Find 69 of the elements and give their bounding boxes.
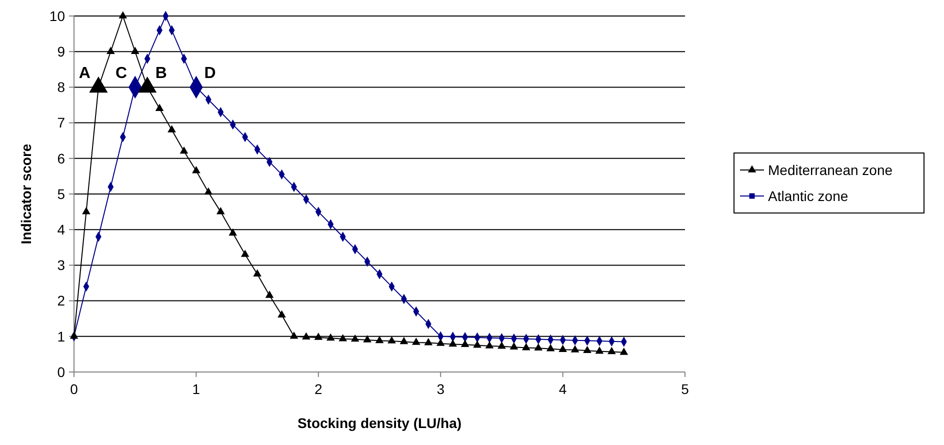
x-tick-label: 3: [436, 381, 445, 397]
point: [228, 228, 238, 236]
legend-label: Atlantic zone: [768, 188, 848, 204]
point: [253, 269, 262, 277]
point: [363, 335, 372, 342]
x-tick-label: 1: [192, 381, 200, 397]
point: [583, 346, 592, 354]
point: [375, 336, 384, 344]
point: [82, 206, 90, 214]
x-tick-label: 4: [558, 381, 567, 397]
y-tick-label: 7: [57, 114, 66, 131]
x-tick-label: 2: [314, 381, 322, 397]
y-tick-label: 1: [57, 328, 66, 344]
point: [460, 340, 470, 347]
point: [522, 342, 530, 350]
point: [180, 146, 188, 154]
point: [510, 342, 518, 350]
point: [412, 338, 420, 345]
point: [326, 333, 335, 341]
point: [168, 125, 176, 132]
point: [448, 339, 457, 347]
y-tick-label: 8: [57, 79, 66, 96]
legend-label: Mediterranean zone: [768, 162, 893, 178]
y-tick-label: 10: [49, 8, 66, 24]
point: [388, 336, 396, 344]
point: [485, 341, 494, 348]
y-tick-label: 4: [57, 222, 66, 238]
point: [204, 187, 213, 195]
y-tick-label: 9: [57, 44, 66, 60]
annotation: D: [204, 65, 216, 82]
x-tick-label: 5: [681, 381, 690, 397]
point: [216, 206, 225, 214]
annotation: C: [116, 65, 128, 82]
point: [278, 310, 286, 318]
point: [424, 338, 433, 346]
annotation: B: [155, 65, 167, 82]
point: [620, 348, 628, 355]
y-tick-label: 2: [57, 292, 66, 309]
point: [546, 344, 555, 352]
point: [130, 46, 140, 54]
y-tick-label: 3: [57, 257, 66, 274]
y-axis-title: Indicator score: [18, 144, 34, 244]
y-tick-label: 6: [57, 150, 66, 166]
point: [290, 332, 298, 339]
point: [498, 342, 506, 349]
point: [192, 166, 200, 174]
point: [118, 11, 128, 18]
x-axis-title: Stocking density (LU/ha): [297, 415, 462, 431]
x-tick-label: 0: [70, 381, 78, 397]
point: [400, 336, 408, 344]
point: [70, 332, 78, 339]
point: [302, 332, 310, 340]
point: [314, 332, 323, 340]
point: [338, 334, 347, 342]
point: [534, 343, 543, 351]
point: [436, 338, 445, 346]
point: [595, 346, 604, 354]
point: [608, 346, 616, 354]
point: [570, 345, 580, 352]
y-tick-label: 5: [57, 186, 66, 202]
y-tick-label: 0: [57, 364, 66, 380]
point: [350, 334, 360, 342]
point: [265, 290, 274, 298]
point: [240, 250, 250, 257]
point: [155, 104, 164, 111]
annotation: A: [78, 65, 91, 82]
point: [473, 340, 482, 348]
point: [558, 344, 567, 352]
point: [106, 46, 115, 54]
